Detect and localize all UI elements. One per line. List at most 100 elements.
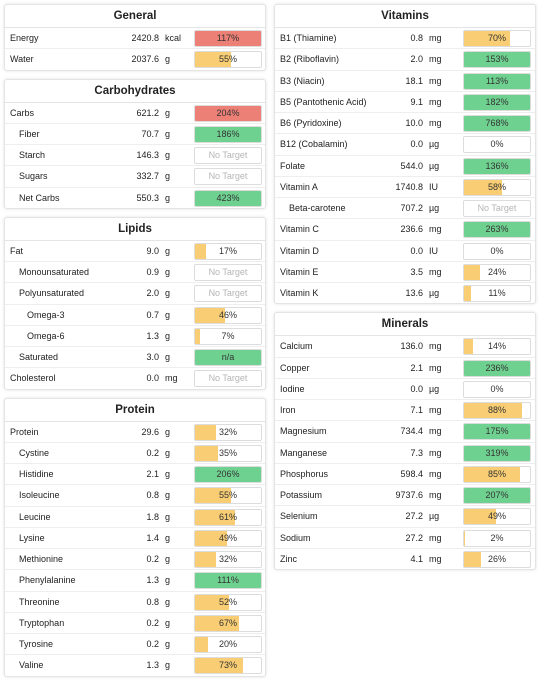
nutrient-row-lysine[interactable]: Lysine 1.4 g 49% <box>5 528 265 549</box>
nutrient-row-cystine[interactable]: Cystine 0.2 g 35% <box>5 443 265 464</box>
nutrient-unit: g <box>165 352 171 362</box>
nutrient-name: B3 (Niacin) <box>280 75 325 86</box>
nutrient-amount: 1.8 <box>146 511 159 522</box>
nutrient-row-phenylalanine[interactable]: Phenylalanine 1.3 g 111% <box>5 570 265 592</box>
nutrient-row-omega-6[interactable]: Omega-6 1.3 g 7% <box>5 326 265 347</box>
target-progress-bar: 204% <box>194 104 262 122</box>
nutrient-row-energy[interactable]: Energy 2420.8 kcal 117% <box>5 28 265 50</box>
nutrient-row-copper[interactable]: Copper 2.1 mg 236% <box>275 358 535 379</box>
nutrient-row-methionine[interactable]: Methionine 0.2 g 32% <box>5 549 265 571</box>
nutrient-row-zinc[interactable]: Zinc 4.1 mg 26% <box>275 549 535 569</box>
target-progress-bar: 58% <box>463 178 531 196</box>
nutrient-amount: 136.0 <box>400 341 423 352</box>
nutrient-row-folate[interactable]: Folate 544.0 µg 136% <box>275 156 535 177</box>
nutrient-row-fiber[interactable]: Fiber 70.7 g 186% <box>5 124 265 145</box>
nutrition-report: General Energy 2420.8 kcal 117% Water 2037.6 g 5… <box>4 4 536 677</box>
nutrient-row-fat[interactable]: Fat 9.0 g 17% <box>5 241 265 262</box>
nutrient-row-isoleucine[interactable]: Isoleucine 0.8 g 55% <box>5 485 265 507</box>
nutrient-row-sugars[interactable]: Sugars 332.7 g No Target <box>5 166 265 188</box>
nutrient-unit: g <box>165 617 171 628</box>
nutrient-amount: 2.1 <box>146 469 159 479</box>
progress-fill <box>464 116 530 131</box>
nutrient-name: Water <box>10 54 34 65</box>
nutrient-row-b1-thiamine[interactable]: B1 (Thiamine) 0.8 mg 70% <box>275 28 535 50</box>
nutrient-row-b6-pyridoxine[interactable]: B6 (Pyridoxine) 10.0 mg 768% <box>275 113 535 135</box>
nutrient-name: Vitamin A <box>280 181 318 192</box>
nutrient-row-valine[interactable]: Valine 1.3 g 73% <box>5 655 265 675</box>
nutrient-row-sodium[interactable]: Sodium 27.2 mg 2% <box>275 528 535 549</box>
target-progress-bar: 20% <box>194 636 262 653</box>
target-progress-bar: 32% <box>194 551 262 568</box>
nutrient-row-potassium[interactable]: Potassium 9737.6 mg 207% <box>275 485 535 507</box>
nutrient-row-magnesium[interactable]: Magnesium 734.4 mg 175% <box>275 421 535 443</box>
nutrient-name: Selenium <box>280 511 318 522</box>
progress-fill <box>464 360 530 376</box>
nutrient-row-starch[interactable]: Starch 146.3 g No Target <box>5 145 265 167</box>
nutrient-name: Leucine <box>19 511 51 522</box>
nutrient-row-saturated[interactable]: Saturated 3.0 g n/a <box>5 347 265 369</box>
nutrient-row-b5-pantothenic-acid[interactable]: B5 (Pantothenic Acid) 9.1 mg 182% <box>275 92 535 113</box>
nutrient-amount: 2.0 <box>146 288 159 299</box>
nutrient-unit: µg <box>429 160 440 171</box>
carbohydrates-panel: Carbohydrates Carbs 621.2 g 204% Fiber 70.7 g 18… <box>4 78 266 209</box>
progress-percent-label: 175% <box>485 426 509 437</box>
nutrient-row-threonine[interactable]: Threonine 0.8 g 52% <box>5 592 265 613</box>
nutrient-row-phosphorus[interactable]: Phosphorus 598.4 mg 85% <box>275 464 535 485</box>
target-progress-bar: No Target <box>194 285 262 303</box>
target-progress-bar: 67% <box>194 614 262 632</box>
nutrient-row-manganese[interactable]: Manganese 7.3 mg 319% <box>275 443 535 464</box>
nutrient-row-vitamin-a[interactable]: Vitamin A 1740.8 IU 58% <box>275 177 535 198</box>
progress-fill <box>464 488 530 503</box>
nutrient-row-selenium[interactable]: Selenium 27.2 µg 49% <box>275 506 535 528</box>
nutrient-amount: 236.6 <box>400 224 423 235</box>
nutrient-row-omega-3[interactable]: Omega-3 0.7 g 46% <box>5 305 265 326</box>
nutrient-name: Cholesterol <box>10 373 56 384</box>
nutrient-row-protein[interactable]: Protein 29.6 g 32% <box>5 422 265 443</box>
progress-percent-label: 186% <box>216 128 240 139</box>
nutrient-row-b2-riboflavin[interactable]: B2 (Riboflavin) 2.0 mg 153% <box>275 49 535 71</box>
target-progress-bar: 32% <box>194 423 262 441</box>
target-progress-bar: 7% <box>194 327 262 345</box>
nutrient-row-cholesterol[interactable]: Cholesterol 0.0 mg No Target <box>5 368 265 388</box>
nutrient-row-tryptophan[interactable]: Tryptophan 0.2 g 67% <box>5 613 265 634</box>
progress-fill <box>195 52 232 68</box>
nutrient-row-histidine[interactable]: Histidine 2.1 g 206% <box>5 464 265 486</box>
nutrient-row-vitamin-e[interactable]: Vitamin E 3.5 mg 24% <box>275 262 535 283</box>
nutrient-row-polyunsaturated[interactable]: Polyunsaturated 2.0 g No Target <box>5 283 265 305</box>
nutrient-amount: 544.0 <box>400 160 423 171</box>
nutrient-row-calcium[interactable]: Calcium 136.0 mg 14% <box>275 336 535 358</box>
nutrient-amount: 70.7 <box>141 128 159 139</box>
nutrient-row-leucine[interactable]: Leucine 1.8 g 61% <box>5 507 265 528</box>
nutrient-row-carbs[interactable]: Carbs 621.2 g 204% <box>5 103 265 124</box>
progress-percent-label: 24% <box>487 266 506 277</box>
nutrient-row-iodine[interactable]: Iodine 0.0 µg 0% <box>275 379 535 400</box>
progress-percent-label: No Target <box>208 267 248 277</box>
nutrient-unit: g <box>165 554 171 564</box>
progress-percent-label: 61% <box>218 511 237 522</box>
nutrient-row-vitamin-d[interactable]: Vitamin D 0.0 IU 0% <box>275 241 535 262</box>
nutrient-amount: 2037.6 <box>131 54 159 65</box>
progress-fill <box>464 286 472 301</box>
nutrient-row-water[interactable]: Water 2037.6 g 55% <box>5 49 265 69</box>
nutrient-amount: 332.7 <box>136 171 159 182</box>
nutrient-row-vitamin-c[interactable]: Vitamin C 236.6 mg 263% <box>275 219 535 241</box>
nutrient-row-tyrosine[interactable]: Tyrosine 0.2 g 20% <box>5 634 265 656</box>
progress-fill <box>464 424 530 440</box>
target-progress-bar: No Target <box>463 200 531 217</box>
nutrient-row-b3-niacin[interactable]: B3 (Niacin) 18.1 mg 113% <box>275 71 535 92</box>
nutrient-row-iron[interactable]: Iron 7.1 mg 88% <box>275 400 535 422</box>
target-progress-bar: 153% <box>463 51 531 69</box>
minerals-panel: Minerals Calcium 136.0 mg 14% Copper 2.1 mg 236%… <box>274 312 536 570</box>
progress-fill <box>195 190 261 206</box>
nutrient-name: Monounsaturated <box>19 267 90 277</box>
nutrient-unit: g <box>165 267 171 277</box>
nutrient-row-net-carbs[interactable]: Net Carbs 550.3 g 423% <box>5 188 265 208</box>
nutrient-row-monounsaturated[interactable]: Monounsaturated 0.9 g No Target <box>5 262 265 284</box>
nutrient-row-vitamin-k[interactable]: Vitamin K 13.6 µg 11% <box>275 283 535 303</box>
target-progress-bar: 0% <box>463 136 531 154</box>
nutrient-row-b12-cobalamin[interactable]: B12 (Cobalamin) 0.0 µg 0% <box>275 134 535 156</box>
progress-percent-label: 32% <box>218 554 237 564</box>
progress-fill <box>464 509 497 525</box>
nutrient-row-beta-carotene[interactable]: Beta-carotene 707.2 µg No Target <box>275 198 535 220</box>
progress-fill <box>464 31 511 46</box>
